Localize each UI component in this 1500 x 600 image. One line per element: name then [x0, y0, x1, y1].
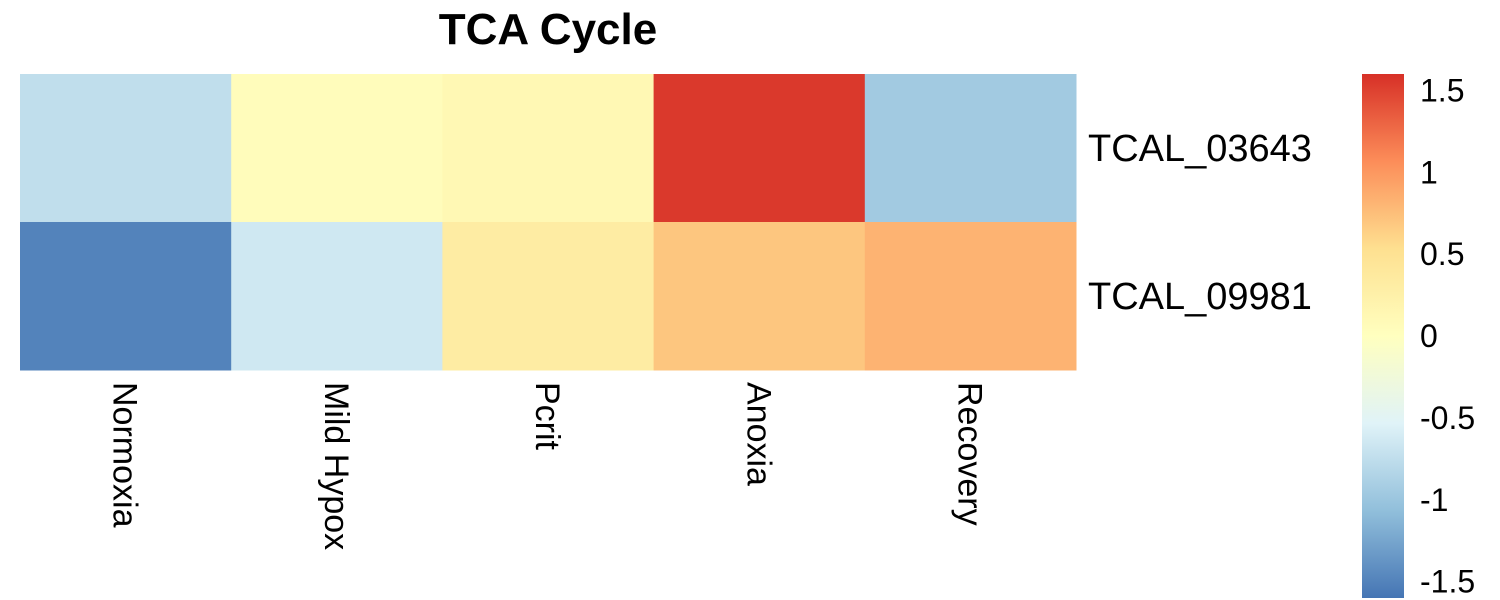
row-labels: TCAL_03643 TCAL_09981 — [1088, 128, 1312, 318]
legend-tick-label: 1.5 — [1420, 72, 1464, 108]
heatmap-cell — [442, 74, 655, 223]
legend-tick-label: -1.5 — [1420, 564, 1475, 600]
column-label: Pcrit — [528, 382, 566, 451]
legend-color-bar — [1362, 74, 1404, 598]
chart-title: TCA Cycle — [439, 5, 657, 54]
color-legend: 1.5 1 0.5 0 -0.5 -1 -1.5 — [1362, 72, 1475, 600]
heatmap-cell — [864, 222, 1077, 371]
row-label: TCAL_03643 — [1088, 128, 1312, 170]
heatmap-cell — [231, 222, 443, 371]
legend-tick-label: 0 — [1420, 318, 1438, 354]
heatmap-cell — [442, 222, 655, 371]
heatmap-cell — [653, 74, 866, 223]
legend-tick-label: -0.5 — [1420, 400, 1475, 436]
legend-tick-label: 1 — [1420, 154, 1438, 190]
row-label: TCAL_09981 — [1088, 276, 1312, 318]
heatmap-cell — [20, 74, 232, 223]
heatmap-cell — [864, 74, 1077, 223]
column-label: Normoxia — [106, 382, 144, 528]
legend-tick-label: 0.5 — [1420, 236, 1464, 272]
column-label: Recovery — [951, 382, 989, 526]
column-label: Anoxia — [739, 382, 777, 486]
heatmap-cell — [653, 222, 866, 371]
heatmap-cell — [231, 74, 443, 223]
heatmap-cell — [20, 222, 232, 371]
column-labels: Normoxia Mild Hypox Pcrit Anoxia Recovery — [106, 382, 989, 550]
column-label: Mild Hypox — [317, 382, 355, 550]
heatmap-cells — [20, 74, 1077, 371]
legend-ticks: 1.5 1 0.5 0 -0.5 -1 -1.5 — [1420, 72, 1475, 599]
legend-tick-label: -1 — [1420, 482, 1448, 518]
